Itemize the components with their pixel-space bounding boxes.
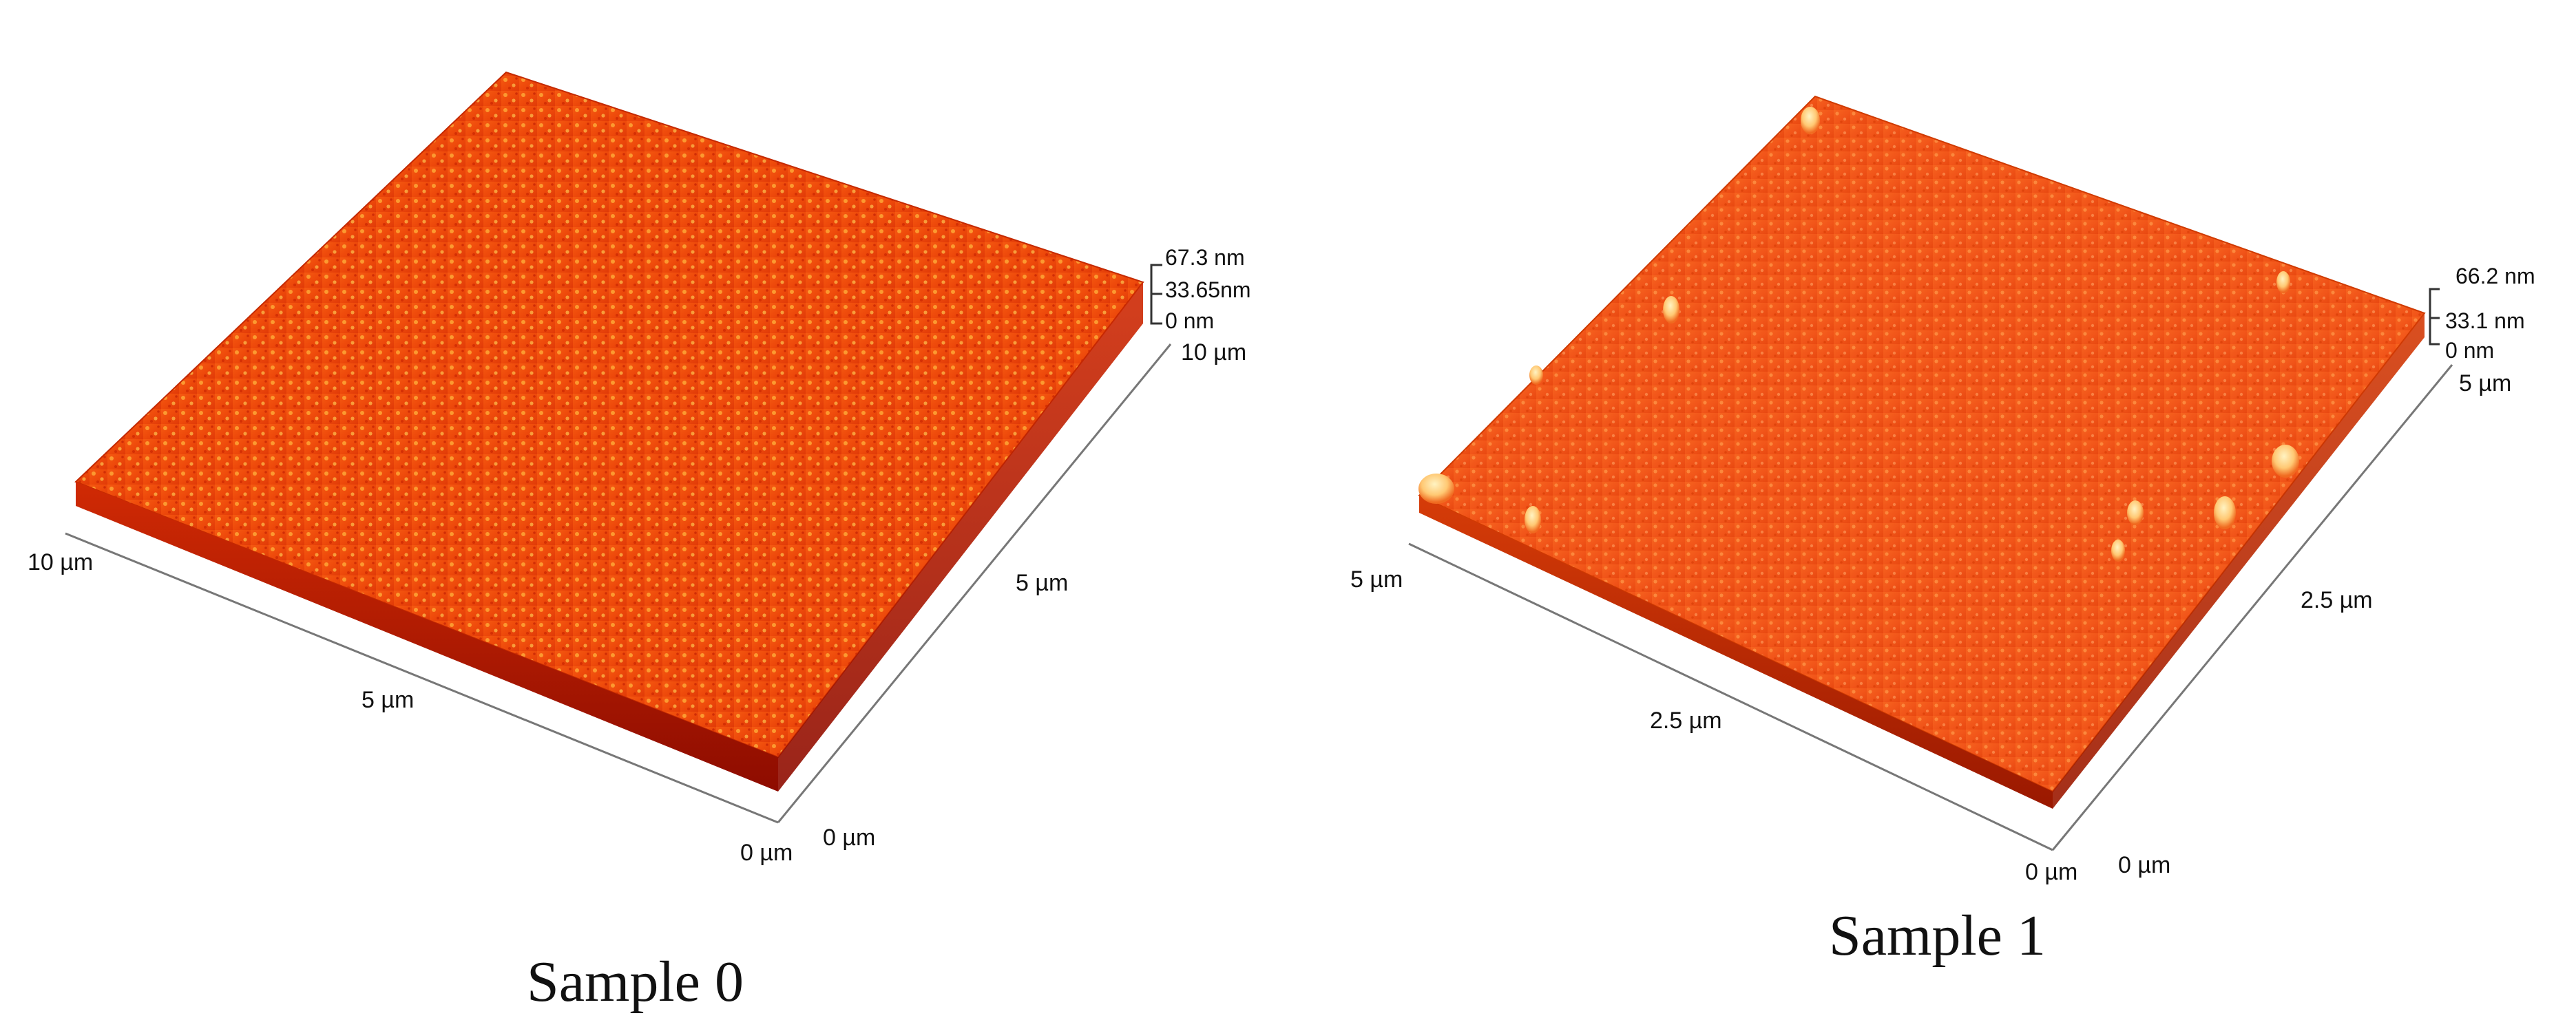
- panel-caption: Sample 0: [527, 950, 744, 1014]
- x-axis-end-label: 0 µm: [2025, 859, 2078, 885]
- surface-front-edge: [76, 482, 778, 792]
- surface-bump: [1801, 107, 1820, 134]
- afm-panel-sample-1: 5 µm 2.5 µm 0 µm 0 µm 2.5 µm 5 µm 66.2 n…: [1288, 0, 2576, 1029]
- x-axis-start-label: 10 µm: [28, 549, 94, 575]
- z-scale-bracket: [2429, 288, 2440, 346]
- afm-surface-plot-1: [1408, 95, 2453, 851]
- surface-bump: [1663, 296, 1679, 323]
- surface-right-edge: [2053, 313, 2425, 809]
- surface-bump: [2276, 271, 2290, 293]
- afm-panel-sample-0: 10 µm 5 µm 0 µm 0 µm 5 µm 10 µm 67.3 nm …: [28, 71, 1251, 1014]
- y-axis-mid-label: 5 µm: [1016, 570, 1069, 596]
- x-axis-mid-label: 2.5 µm: [1650, 708, 1722, 734]
- surface-bump: [1529, 365, 1543, 385]
- y-axis-mid-label: 2.5 µm: [2301, 587, 2373, 613]
- surface-bump: [2127, 500, 2144, 525]
- x-axis-start-label: 5 µm: [1350, 566, 1403, 593]
- y-axis-start-label: 0 µm: [823, 825, 876, 851]
- y-axis-line: [2051, 364, 2453, 851]
- z-scale-max-label: 66.2 nm: [2455, 264, 2535, 288]
- y-axis-line: [777, 343, 1172, 823]
- surface-bump: [1525, 506, 1541, 533]
- surface-top: [74, 71, 1144, 759]
- x-axis-line: [65, 532, 779, 824]
- surface-bump: [2214, 496, 2236, 529]
- z-scale-mid-label: 33.1 nm: [2445, 308, 2525, 333]
- x-axis-line: [1408, 542, 2053, 851]
- surface-bump: [1418, 474, 1454, 504]
- z-scale-min-label: 0 nm: [2445, 338, 2495, 363]
- z-scale-mid-label: 33.65nm: [1165, 277, 1251, 302]
- z-scale-min-label: 0 nm: [1165, 308, 1215, 333]
- y-axis-start-label: 0 µm: [2118, 852, 2171, 878]
- y-axis-end-label: 10 µm: [1181, 339, 1247, 365]
- z-scale-max-label: 67.3 nm: [1165, 245, 1245, 270]
- surface-front-edge: [1419, 496, 2053, 809]
- afm-surface-plot-0: [65, 71, 1172, 824]
- surface-top: [1418, 95, 2426, 793]
- surface-bump: [2272, 445, 2299, 478]
- panel-caption: Sample 1: [1829, 904, 2046, 968]
- x-axis-end-label: 0 µm: [740, 840, 793, 866]
- x-axis-mid-label: 5 µm: [362, 687, 415, 713]
- y-axis-end-label: 5 µm: [2459, 370, 2512, 396]
- surface-right-edge: [778, 282, 1143, 792]
- surface-bump: [2111, 540, 2125, 562]
